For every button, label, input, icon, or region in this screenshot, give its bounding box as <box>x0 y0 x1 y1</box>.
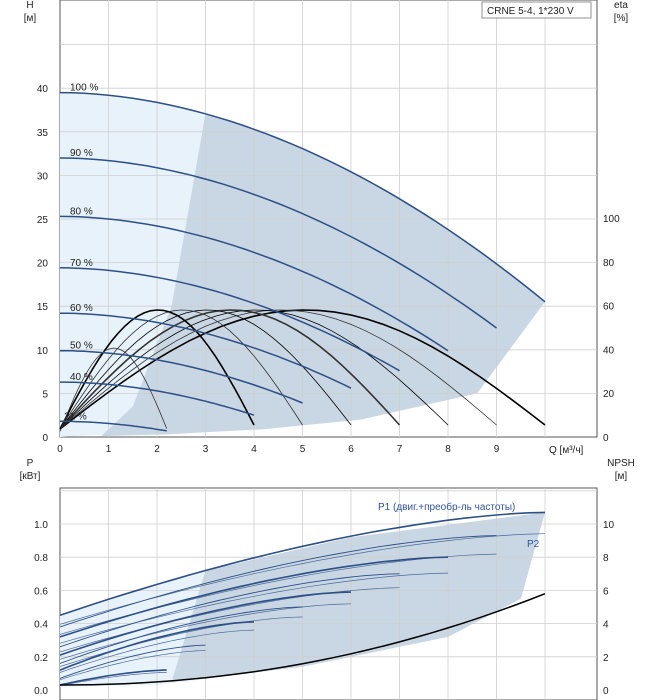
y2-axis-unit: [%] <box>614 13 629 24</box>
p1-curve <box>59 511 546 617</box>
speed-label: 70 % <box>70 258 93 269</box>
x-tick-label: 2 <box>154 444 160 455</box>
p2-curve <box>59 616 303 667</box>
speed-label: 21 % <box>64 411 87 422</box>
x-tick-label: 5 <box>300 444 306 455</box>
p1-curve <box>59 644 206 679</box>
head-curve <box>59 157 497 329</box>
efficiency-curve <box>59 309 255 430</box>
power-tick-label: 0.8 <box>34 553 48 564</box>
p1-curve <box>59 535 497 628</box>
y-tick-label: 5 <box>42 389 48 400</box>
npsh-tick-label: 8 <box>603 553 609 564</box>
efficiency-curve <box>59 309 497 430</box>
head-curve <box>60 420 167 432</box>
y-axis-unit: [м] <box>24 13 37 24</box>
efficiency-curve <box>59 309 546 430</box>
p2-curve <box>59 629 255 673</box>
speed-label: 100 % <box>70 83 98 94</box>
npsh-line <box>59 593 546 686</box>
bottom-grid <box>60 488 597 700</box>
p1-curve <box>59 556 449 638</box>
speed-label: 40 % <box>70 372 93 383</box>
speed-label: 50 % <box>70 341 93 352</box>
efficiency-curves <box>59 309 546 432</box>
y2-tick-label: 100 <box>603 214 620 225</box>
y-tick-label: 35 <box>37 128 49 139</box>
x-tick-label: 7 <box>397 444 403 455</box>
y-tick-label: 25 <box>37 215 49 226</box>
model-badge: CRNE 5-4, 1*230 V <box>481 1 592 19</box>
y-tick-label: 0 <box>42 433 48 444</box>
power-tick-label: 0.6 <box>34 586 48 597</box>
npsh-axis-unit: [м] <box>615 471 628 482</box>
p2-curve <box>59 672 167 686</box>
p1-series-label: P1 (двиг.+преобр-ль частоты) <box>378 501 515 513</box>
axis-ticks: 0 1 2 3 4 5 6 7 8 905101520253035400204060801000.… <box>34 84 620 697</box>
x-tick-label: 9 <box>494 444 500 455</box>
y2-tick-label: 80 <box>603 258 615 269</box>
top-grid <box>60 0 597 437</box>
y2-tick-label: 20 <box>603 389 615 400</box>
head-curve <box>60 312 352 389</box>
x-tick-label: 1 <box>106 444 112 455</box>
p1-curve <box>59 591 352 656</box>
recommended-operating-area <box>101 113 545 437</box>
power-curves <box>59 511 546 686</box>
npsh-tick-label: 4 <box>603 620 609 631</box>
power-axis-unit: [кВт] <box>20 471 41 482</box>
power-tick-label: 0.4 <box>34 620 48 631</box>
x-tick-label: 4 <box>251 444 257 455</box>
speed-label: 60 % <box>70 303 93 314</box>
p2-curve <box>59 587 400 653</box>
power-tick-label: 0.0 <box>34 686 48 697</box>
y-tick-label: 40 <box>37 84 49 95</box>
recommended-operating-area <box>171 512 545 682</box>
efficiency-curve <box>59 309 401 430</box>
npsh-tick-label: 2 <box>603 653 609 664</box>
head-curves: 100 % 90 % 80 % 70 % 60 % 50 % 40 % 21 % <box>59 83 546 432</box>
head-curve <box>59 267 400 372</box>
head-curve <box>60 381 255 416</box>
efficiency-curve <box>59 309 303 430</box>
head-curve <box>59 215 449 352</box>
y-tick-label: 15 <box>37 302 49 313</box>
p1-curve <box>59 669 167 686</box>
x-tick-label: 8 <box>445 444 451 455</box>
x-axis-label: Q [м³/ч] <box>549 445 584 456</box>
p1-curve <box>59 573 400 648</box>
y2-tick-label: 40 <box>603 345 615 356</box>
npsh-curve <box>59 593 546 686</box>
power-axis-label: P <box>27 458 34 469</box>
p1-curve <box>59 606 303 664</box>
y-tick-label: 10 <box>37 346 49 357</box>
p2-series-label: P2 <box>527 539 540 550</box>
y-axis-label: H <box>26 0 33 11</box>
p2-curve <box>59 650 206 681</box>
head-curve <box>60 349 303 404</box>
y2-tick-label: 60 <box>603 302 615 313</box>
npsh-axis-label: NPSH <box>607 458 635 469</box>
efficiency-curve <box>59 309 449 430</box>
speed-label: 80 % <box>70 206 93 217</box>
p1-curve <box>59 621 255 671</box>
npsh-tick-label: 6 <box>603 586 609 597</box>
bottom-plot-frame <box>59 487 598 700</box>
x-tick-label: 0 <box>57 444 63 455</box>
y2-tick-label: 0 <box>603 433 609 444</box>
speed-label: 90 % <box>70 148 93 159</box>
chart-title: CRNE 5-4, 1*230 V <box>487 6 574 17</box>
efficiency-curve <box>59 347 168 432</box>
npsh-tick-label: 10 <box>603 520 615 531</box>
npsh-tick-label: 0 <box>603 686 609 697</box>
power-tick-label: 1.0 <box>34 520 48 531</box>
x-tick-label: 6 <box>348 444 354 455</box>
y2-axis-label: eta <box>614 0 628 11</box>
power-tick-label: 0.2 <box>34 653 48 664</box>
y-tick-label: 30 <box>37 171 49 182</box>
x-tick-label: 3 <box>203 444 209 455</box>
head-curve <box>59 91 546 303</box>
y-tick-label: 20 <box>37 259 49 270</box>
